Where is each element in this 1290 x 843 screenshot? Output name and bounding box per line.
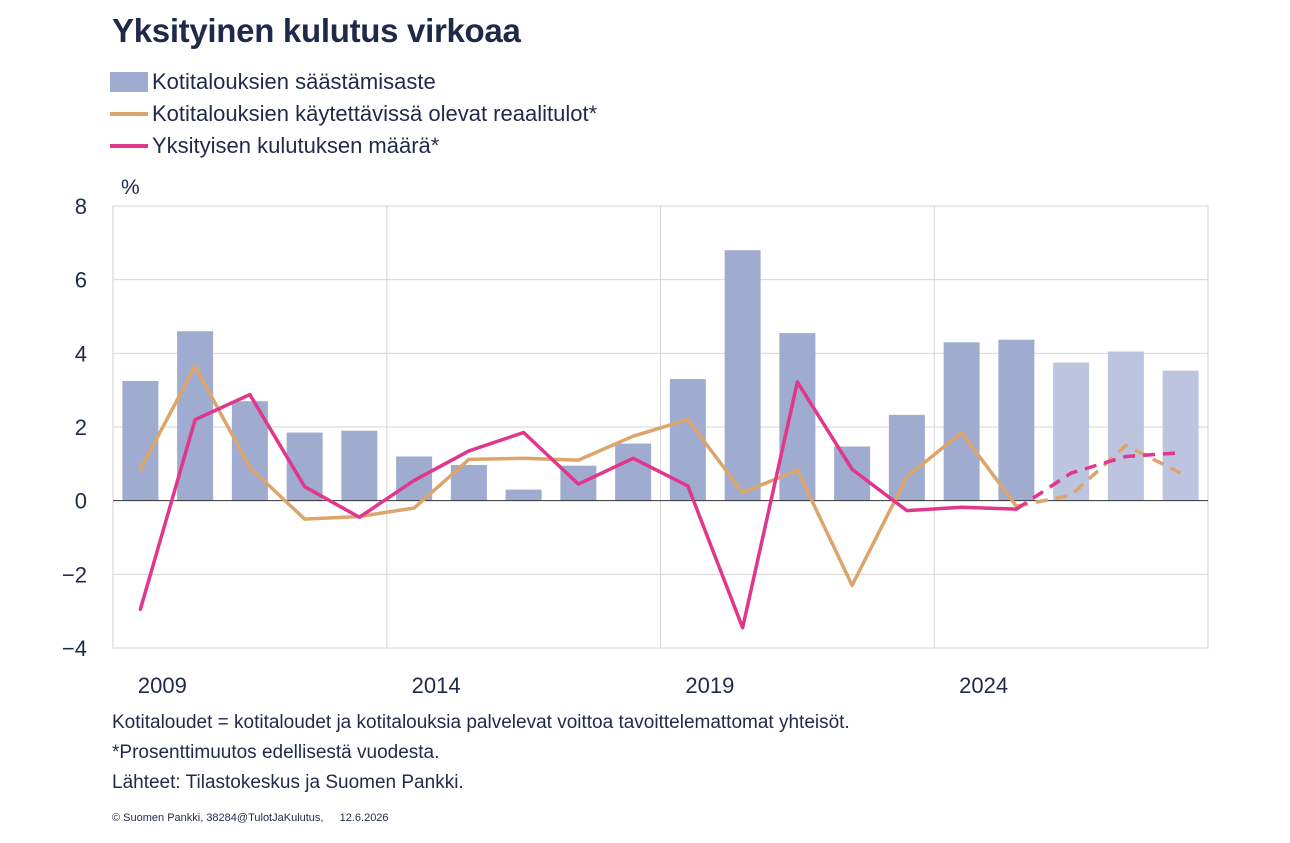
publication-date: 12.6.2026: [339, 812, 389, 824]
y-tick-label: −4: [62, 636, 87, 661]
legend-swatch-line-orange: [110, 112, 148, 116]
bar: [341, 430, 378, 501]
legend-label-real-income: Kotitalouksien käytettävissä olevat reaa…: [152, 101, 598, 126]
copyright: © Suomen Pankki, 38284@TulotJaKulutus, 1…: [112, 812, 389, 824]
bar: [834, 446, 871, 501]
x-tick-label: 2024: [959, 673, 1008, 698]
line-real-income-forecast: [1016, 443, 1182, 508]
chart-notes: Kotitaloudet = kotitaloudet ja kotitalou…: [112, 708, 850, 798]
bar: [669, 379, 706, 501]
legend: Kotitalouksien säästämisaste Kotitalouks…: [110, 66, 597, 162]
legend-swatch-bar: [110, 72, 148, 92]
line-real-income: [138, 364, 1019, 588]
legend-label-consumption: Yksityisen kulutuksen määrä*: [152, 133, 440, 158]
bar: [505, 489, 542, 501]
legend-item-real-income: Kotitalouksien käytettävissä olevat reaa…: [110, 98, 597, 130]
note-households: Kotitaloudet = kotitaloudet ja kotitalou…: [112, 712, 850, 733]
bar: [943, 342, 980, 501]
legend-item-consumption: Yksityisen kulutuksen määrä*: [110, 130, 597, 162]
legend-label-savings-rate: Kotitalouksien säästämisaste: [152, 69, 436, 94]
y-tick-label: 0: [75, 489, 87, 514]
legend-swatch-line-pink: [110, 144, 148, 148]
bar: [122, 380, 159, 501]
y-tick-label: 6: [75, 268, 87, 293]
bar: [1162, 370, 1199, 501]
y-tick-label: 2: [75, 415, 87, 440]
y-tick-label: −2: [62, 562, 87, 587]
y-tick-label: 8: [75, 194, 87, 219]
legend-item-savings-rate: Kotitalouksien säästämisaste: [110, 66, 597, 98]
x-tick-label: 2014: [412, 673, 461, 698]
line-consumption-forecast: [1015, 451, 1181, 511]
note-sources: Lähteet: Tilastokeskus ja Suomen Pankki.: [112, 772, 464, 793]
bar: [888, 414, 925, 501]
x-tick-label: 2009: [138, 673, 187, 698]
bar: [724, 250, 761, 501]
note-percent-change: *Prosenttimuutos edellisestä vuodesta.: [112, 742, 440, 763]
bar: [177, 331, 214, 501]
bar: [615, 443, 652, 501]
chart-title: Yksityinen kulutus virkoaa: [112, 12, 521, 49]
bar: [1053, 362, 1090, 501]
y-axis-unit: %: [121, 176, 140, 199]
bar: [1107, 351, 1144, 501]
y-tick-label: 4: [75, 341, 87, 366]
copyright-text: © Suomen Pankki, 38284@TulotJaKulutus,: [112, 812, 324, 824]
x-tick-label: 2019: [685, 673, 734, 698]
bar: [998, 339, 1035, 501]
line-consumption: [138, 380, 1019, 630]
